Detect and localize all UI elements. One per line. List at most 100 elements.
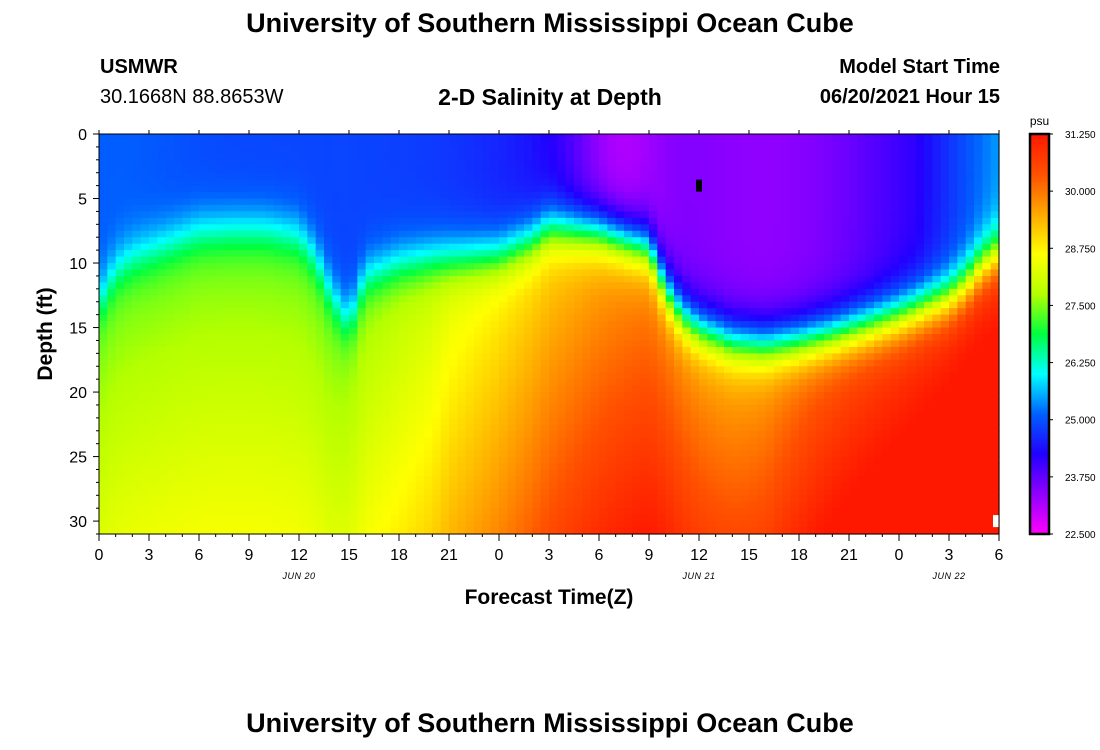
heatmap-cell: [224, 482, 233, 490]
heatmap-cell: [749, 153, 758, 161]
heatmap-cell: [557, 346, 567, 354]
heatmap-cell: [399, 159, 408, 167]
heatmap-cell: [115, 146, 125, 154]
heatmap-cell: [282, 185, 292, 193]
heatmap-cell: [307, 463, 317, 471]
heatmap-cell: [165, 514, 175, 522]
heatmap-cell: [374, 166, 383, 174]
heatmap-cell: [490, 217, 500, 225]
heatmap-cell: [390, 140, 400, 148]
heatmap-cell: [332, 353, 342, 361]
heatmap-cell: [615, 398, 625, 406]
heatmap-cell: [349, 392, 358, 400]
heatmap-cell: [232, 327, 242, 335]
heatmap-cell: [299, 172, 308, 180]
heatmap-cell: [415, 263, 425, 271]
heatmap-cell: [299, 211, 308, 219]
heatmap-cell: [715, 301, 725, 309]
heatmap-cell: [482, 411, 492, 419]
heatmap-cell: [699, 153, 708, 161]
heatmap-cell: [465, 346, 475, 354]
heatmap-cell: [649, 385, 658, 393]
heatmap-cell: [240, 411, 250, 419]
heatmap-cell: [474, 379, 483, 387]
heatmap-cell: [340, 263, 350, 271]
heatmap-cell: [682, 359, 692, 367]
heatmap-cell: [332, 327, 342, 335]
heatmap-cell: [640, 269, 650, 277]
heatmap-cell: [224, 514, 233, 522]
heatmap-cell: [365, 508, 375, 516]
heatmap-cell: [207, 146, 217, 154]
heatmap-cell: [557, 450, 567, 458]
heatmap-cell: [390, 463, 400, 471]
heatmap-cell: [449, 230, 458, 238]
heatmap-cell: [582, 237, 592, 245]
heatmap-cell: [390, 353, 400, 361]
heatmap-cell: [324, 430, 333, 438]
heatmap-cell: [99, 334, 108, 342]
heatmap-cell: [249, 482, 258, 490]
heatmap-cell: [582, 198, 592, 206]
heatmap-cell: [132, 166, 142, 174]
heatmap-cell: [590, 334, 600, 342]
heatmap-cell: [232, 508, 242, 516]
heatmap-cell: [340, 250, 350, 258]
heatmap-cell: [349, 340, 358, 348]
heatmap-cell: [582, 250, 592, 258]
heatmap-cell: [557, 488, 567, 496]
heatmap-cell: [615, 424, 625, 432]
heatmap-cell: [524, 321, 533, 329]
heatmap-cell: [632, 469, 642, 477]
heatmap-cell: [249, 179, 258, 187]
heatmap-cell: [382, 263, 392, 271]
heatmap-cell: [140, 308, 150, 316]
heatmap-cell: [249, 366, 258, 374]
heatmap-cell: [607, 508, 617, 516]
heatmap-cell: [757, 153, 767, 161]
heatmap-cell: [324, 269, 333, 277]
heatmap-cell: [99, 269, 108, 277]
heatmap-cell: [724, 198, 733, 206]
heatmap-cell: [115, 166, 125, 174]
heatmap-cell: [157, 404, 167, 413]
heatmap-cell: [374, 430, 383, 438]
heatmap-cell: [682, 508, 692, 516]
heatmap-cell: [557, 514, 567, 522]
heatmap-cell: [657, 327, 667, 335]
heatmap-cell: [240, 417, 250, 425]
heatmap-cell: [682, 346, 692, 354]
heatmap-cell: [124, 256, 133, 264]
heatmap-cell: [615, 198, 625, 206]
heatmap-cell: [474, 346, 483, 354]
heatmap-cell: [424, 263, 433, 271]
heatmap-cell: [299, 469, 308, 477]
heatmap-cell: [374, 366, 383, 374]
heatmap-cell: [132, 308, 142, 316]
heatmap-cell: [649, 198, 658, 206]
heatmap-cell: [724, 385, 733, 393]
heatmap-cell: [299, 308, 308, 316]
heatmap-cell: [449, 379, 458, 387]
heatmap-cell: [599, 327, 608, 335]
heatmap-cell: [424, 450, 433, 458]
heatmap-cell: [665, 417, 675, 425]
heatmap-cell: [490, 295, 500, 303]
heatmap-cell: [574, 263, 583, 271]
heatmap-cell: [532, 424, 542, 432]
heatmap-cell: [749, 417, 758, 425]
heatmap-cell: [474, 334, 483, 342]
heatmap-cell: [499, 211, 508, 219]
heatmap-cell: [440, 282, 450, 290]
heatmap-cell: [290, 495, 300, 503]
heatmap-cell: [99, 372, 108, 380]
heatmap-cell: [590, 359, 600, 367]
heatmap-cell: [565, 140, 575, 148]
heatmap-cell: [240, 443, 250, 451]
heatmap-cell: [490, 469, 500, 477]
heatmap-cell: [165, 443, 175, 451]
heatmap-cell: [407, 379, 417, 387]
heatmap-cell: [140, 430, 150, 438]
heatmap-cell: [365, 224, 375, 232]
heatmap-cell: [240, 353, 250, 361]
